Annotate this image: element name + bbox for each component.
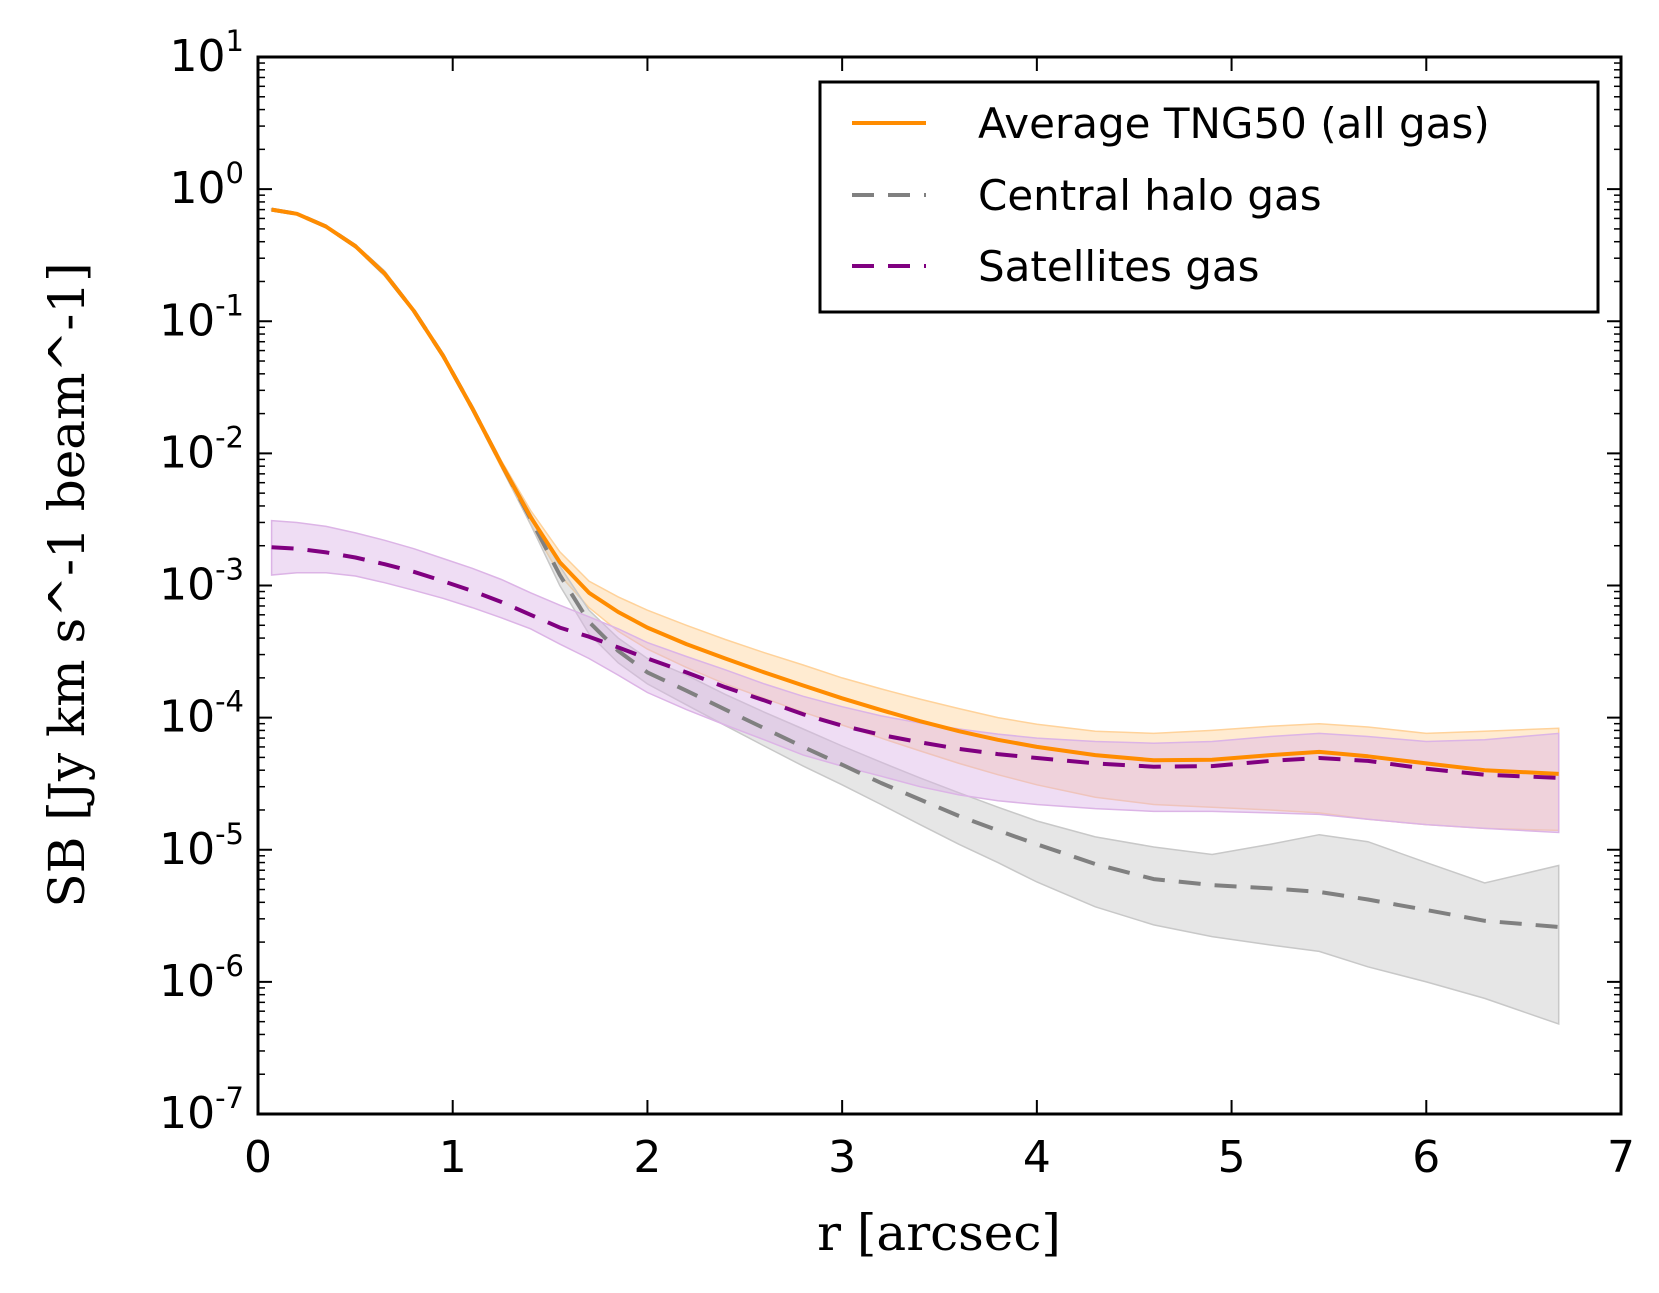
y-tick-label: 10-2 — [159, 420, 244, 478]
y-tick-label: 100 — [170, 156, 244, 214]
series-line-2 — [271, 545, 1559, 780]
series-lines — [271, 207, 1559, 929]
legend-label-satellites: Satellites gas — [978, 242, 1260, 291]
y-tick-label: 10-5 — [159, 817, 244, 875]
legend-frame — [818, 80, 1600, 314]
y-tick-label: 10-4 — [159, 685, 244, 743]
plot-frame — [256, 55, 1623, 1116]
legend: Average TNG50 (all gas) Central halo gas… — [818, 80, 1600, 314]
x-tick-label: 0 — [244, 1132, 272, 1183]
x-axis-label: r [arcsec] — [817, 1204, 1061, 1262]
y-tick-label: 10-7 — [159, 1081, 244, 1139]
y-tick-label: 10-1 — [159, 288, 244, 346]
x-tick-labels: 0 1 2 3 4 5 6 7 — [244, 1132, 1635, 1183]
y-axis-label: SB [Jy km s^-1 beam^-1] — [38, 262, 96, 907]
y-tick-label: 10-6 — [159, 949, 244, 1007]
x-tick-label: 4 — [1023, 1132, 1051, 1183]
x-tick-label: 5 — [1218, 1132, 1246, 1183]
legend-label-all-gas: Average TNG50 (all gas) — [978, 99, 1490, 148]
x-tick-label: 3 — [828, 1132, 856, 1183]
y-tick-labels: 101 100 10-1 10-2 10-3 10-4 10-5 10-6 10-7 — [159, 24, 244, 1139]
x-tick-label: 6 — [1412, 1132, 1440, 1183]
y-tick-label: 101 — [170, 24, 244, 82]
y-tick-label: 10-3 — [159, 553, 244, 611]
x-tick-label: 1 — [439, 1132, 467, 1183]
band-1 — [270, 207, 1560, 1026]
legend-label-central: Central halo gas — [978, 171, 1322, 220]
x-tick-label: 7 — [1607, 1132, 1635, 1183]
x-tick-label: 2 — [633, 1132, 661, 1183]
series-line-0 — [271, 207, 1559, 776]
band-2 — [270, 519, 1560, 834]
